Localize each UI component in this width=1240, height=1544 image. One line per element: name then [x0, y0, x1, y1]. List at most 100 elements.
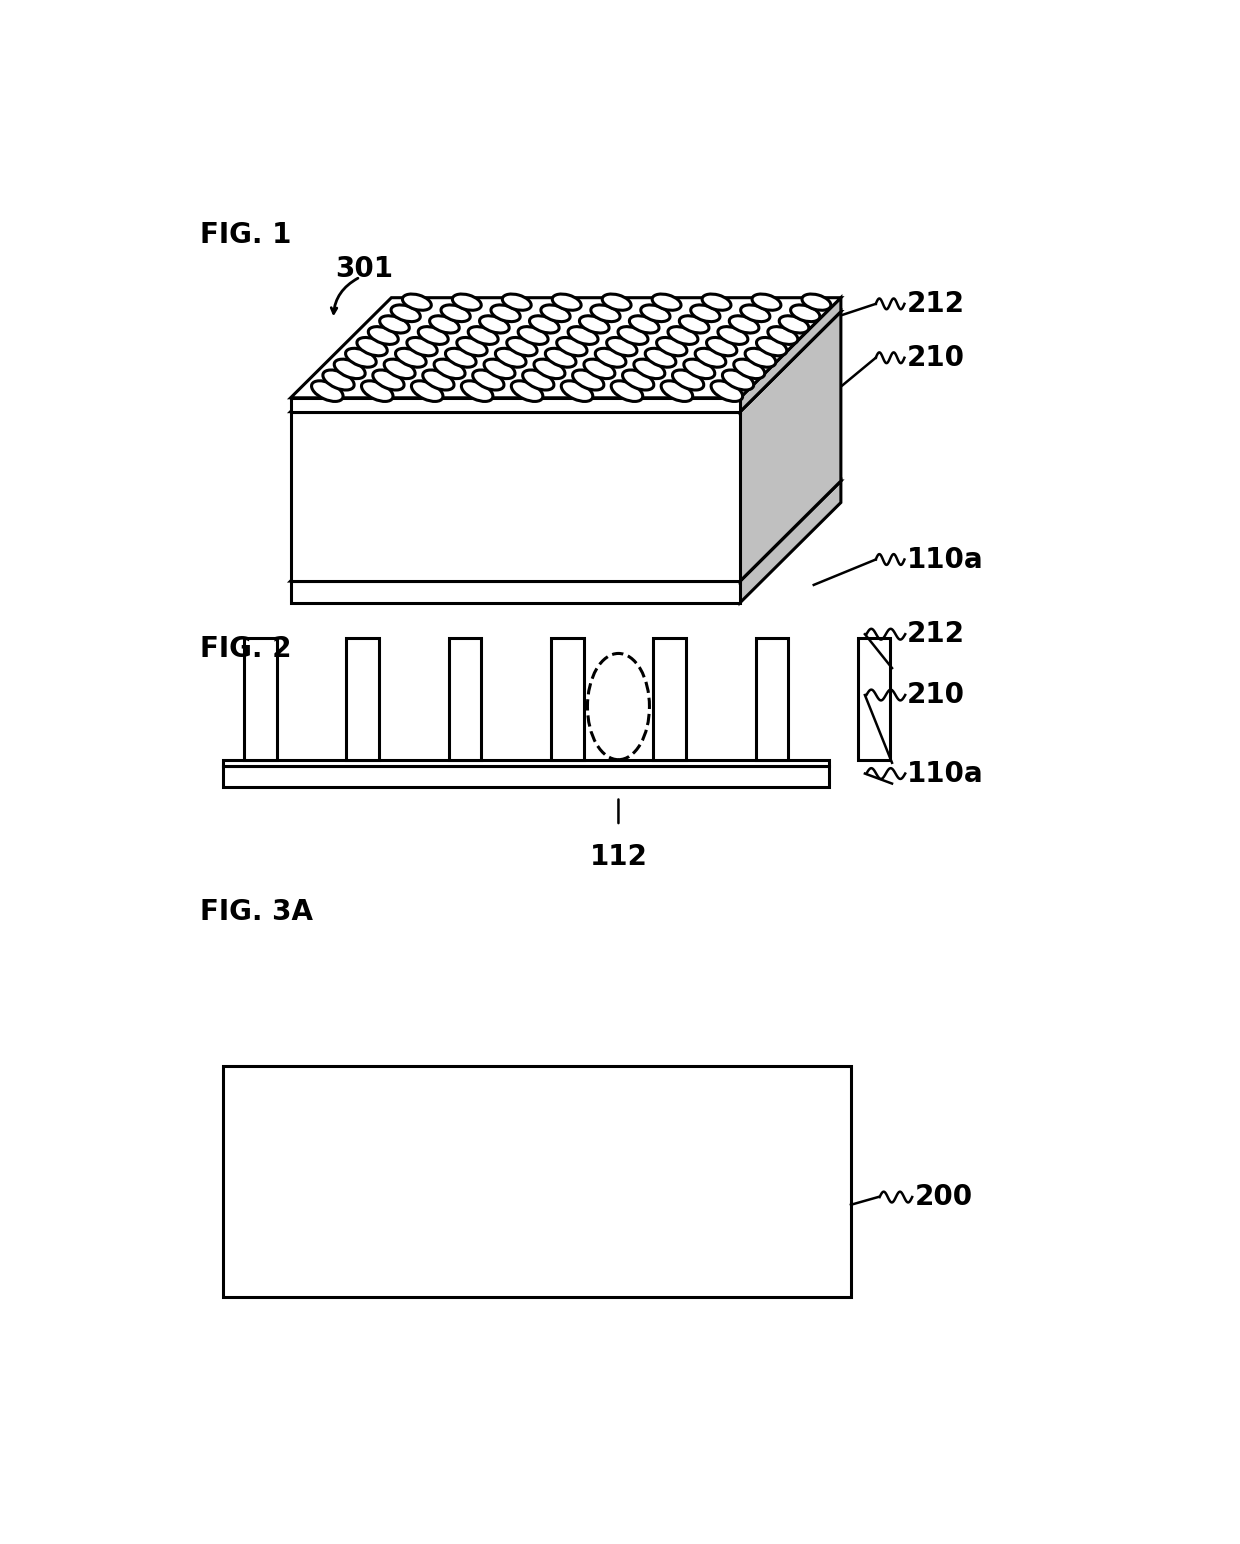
Ellipse shape: [396, 349, 427, 367]
Ellipse shape: [668, 327, 698, 344]
Bar: [858, 638, 890, 760]
Ellipse shape: [496, 349, 526, 367]
Ellipse shape: [552, 293, 582, 310]
Ellipse shape: [502, 293, 531, 310]
Ellipse shape: [335, 360, 366, 378]
Ellipse shape: [672, 371, 704, 391]
Ellipse shape: [507, 338, 537, 355]
Ellipse shape: [723, 371, 754, 391]
Ellipse shape: [480, 317, 510, 334]
Polygon shape: [290, 482, 841, 581]
Text: 200: 200: [915, 1183, 972, 1210]
Ellipse shape: [622, 371, 653, 391]
Ellipse shape: [407, 338, 438, 355]
Ellipse shape: [491, 304, 520, 321]
Ellipse shape: [357, 338, 387, 355]
Ellipse shape: [511, 381, 543, 401]
Ellipse shape: [745, 349, 776, 367]
Ellipse shape: [384, 360, 415, 378]
Ellipse shape: [729, 317, 759, 334]
Polygon shape: [290, 312, 841, 412]
Ellipse shape: [696, 349, 725, 367]
Ellipse shape: [441, 304, 470, 321]
Ellipse shape: [346, 349, 376, 367]
Ellipse shape: [756, 338, 787, 355]
Ellipse shape: [652, 293, 681, 310]
Ellipse shape: [529, 317, 559, 334]
Text: 212: 212: [906, 621, 965, 648]
Ellipse shape: [645, 349, 676, 367]
Text: FIG. 3A: FIG. 3A: [200, 899, 312, 926]
Ellipse shape: [618, 327, 649, 344]
Polygon shape: [290, 298, 841, 398]
Ellipse shape: [362, 381, 393, 401]
Ellipse shape: [484, 360, 515, 378]
Ellipse shape: [641, 304, 670, 321]
Bar: [653, 638, 686, 760]
Text: FIG. 2: FIG. 2: [200, 635, 291, 662]
Ellipse shape: [573, 371, 604, 391]
Text: 212: 212: [906, 290, 965, 318]
Ellipse shape: [630, 317, 658, 334]
Ellipse shape: [373, 371, 404, 391]
Bar: [551, 638, 584, 760]
Ellipse shape: [423, 371, 454, 391]
Ellipse shape: [522, 371, 554, 391]
Bar: [223, 766, 830, 787]
Ellipse shape: [391, 304, 420, 321]
Ellipse shape: [740, 304, 770, 321]
Ellipse shape: [691, 304, 720, 321]
Ellipse shape: [445, 349, 476, 367]
Ellipse shape: [751, 293, 781, 310]
Ellipse shape: [584, 360, 615, 378]
Ellipse shape: [768, 327, 797, 344]
Ellipse shape: [611, 381, 642, 401]
Ellipse shape: [791, 304, 820, 321]
Bar: [346, 638, 379, 760]
Ellipse shape: [734, 360, 765, 378]
Polygon shape: [740, 482, 841, 602]
Ellipse shape: [562, 381, 593, 401]
Ellipse shape: [403, 293, 432, 310]
Ellipse shape: [702, 293, 730, 310]
Ellipse shape: [546, 349, 577, 367]
Text: 110a: 110a: [906, 545, 983, 573]
Ellipse shape: [718, 327, 748, 344]
Text: 210: 210: [906, 344, 965, 372]
Ellipse shape: [595, 349, 626, 367]
Bar: [449, 638, 481, 760]
Ellipse shape: [518, 327, 548, 344]
Ellipse shape: [418, 327, 448, 344]
Text: 210: 210: [906, 681, 965, 709]
Bar: [755, 638, 789, 760]
Ellipse shape: [683, 360, 714, 378]
Polygon shape: [290, 581, 740, 602]
Ellipse shape: [368, 327, 398, 344]
Text: 112: 112: [589, 843, 647, 871]
Ellipse shape: [661, 381, 693, 401]
Polygon shape: [290, 412, 740, 581]
Ellipse shape: [568, 327, 598, 344]
Ellipse shape: [461, 381, 494, 401]
Ellipse shape: [429, 317, 459, 334]
Polygon shape: [740, 312, 841, 581]
Ellipse shape: [590, 304, 620, 321]
Ellipse shape: [434, 360, 465, 378]
Ellipse shape: [456, 338, 487, 355]
Bar: [244, 638, 277, 760]
Text: FIG. 1: FIG. 1: [200, 221, 291, 249]
Ellipse shape: [711, 381, 743, 401]
Ellipse shape: [802, 293, 831, 310]
Ellipse shape: [606, 338, 637, 355]
Text: 110a: 110a: [906, 760, 983, 787]
Ellipse shape: [707, 338, 737, 355]
Ellipse shape: [657, 338, 687, 355]
Ellipse shape: [453, 293, 481, 310]
Ellipse shape: [634, 360, 665, 378]
Ellipse shape: [541, 304, 570, 321]
Ellipse shape: [412, 381, 443, 401]
Bar: [223, 1067, 851, 1297]
Ellipse shape: [322, 371, 355, 391]
Ellipse shape: [311, 381, 343, 401]
Ellipse shape: [379, 317, 409, 334]
